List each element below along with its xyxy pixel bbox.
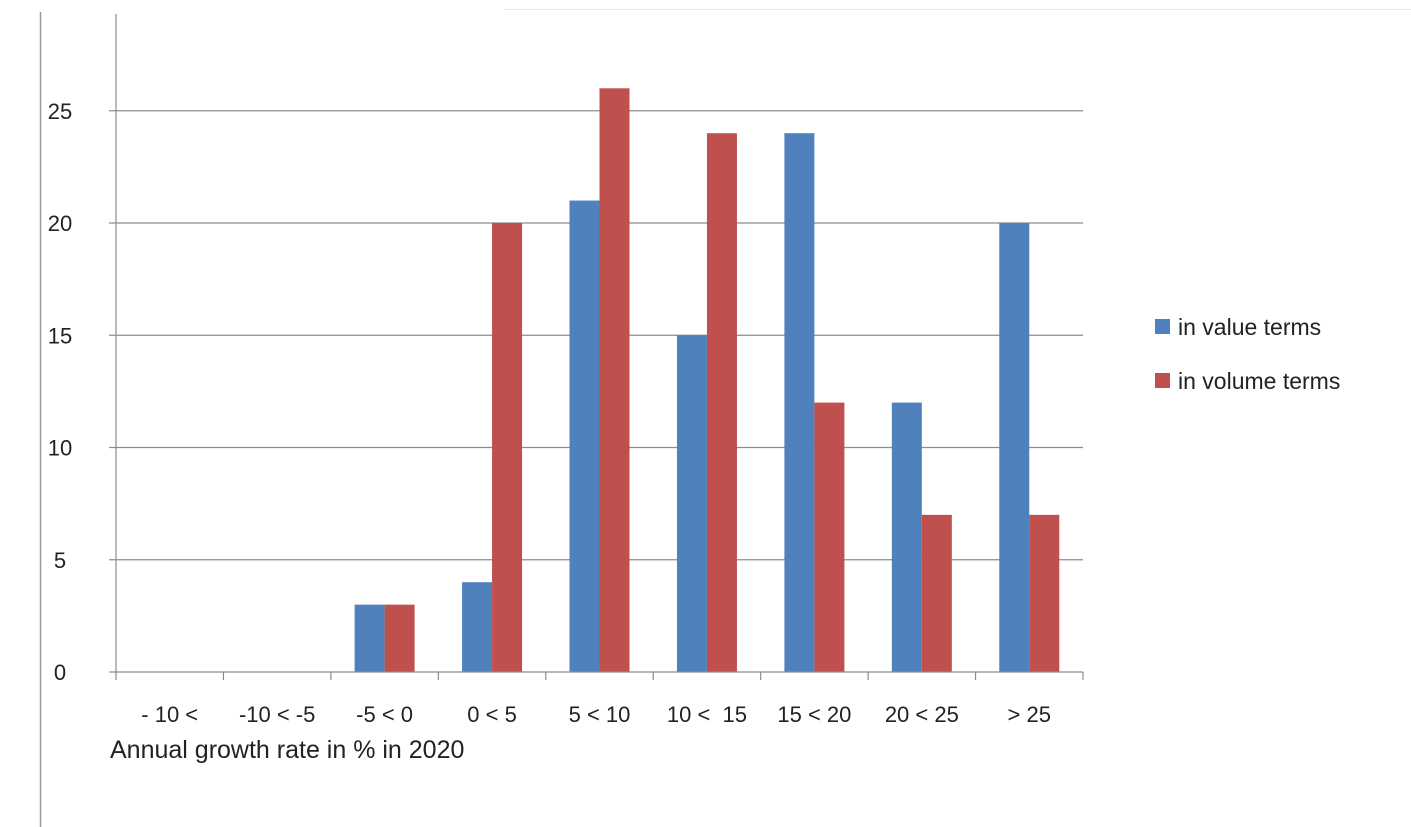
- bar-volume-2: [384, 604, 415, 672]
- legend-label-volume: in volume terms: [1178, 368, 1340, 394]
- x-tick-label: -10 < -5: [239, 702, 315, 727]
- x-tick-label: > 25: [1008, 702, 1051, 727]
- legend-label-value: in value terms: [1178, 314, 1321, 340]
- bar-value-5: [676, 335, 707, 672]
- y-tick-label: 20: [48, 211, 72, 236]
- bar-volume-4: [599, 88, 630, 673]
- y-tick-label: 10: [48, 436, 72, 461]
- x-axis-title: Annual growth rate in % in 2020: [110, 736, 464, 764]
- bar-value-8: [999, 223, 1030, 672]
- y-tick-label: 5: [54, 548, 66, 573]
- y-tick-label: 25: [48, 99, 72, 124]
- legend-swatch-volume: [1155, 373, 1170, 388]
- bar-value-2: [354, 604, 385, 672]
- legend-swatch-value: [1155, 319, 1170, 334]
- x-tick-label: 0 < 5: [467, 702, 517, 727]
- bar-volume-6: [814, 402, 845, 672]
- bar-value-4: [569, 200, 600, 673]
- bar-value-3: [462, 582, 493, 672]
- bars: [354, 88, 1060, 673]
- y-tick-label: 0: [54, 660, 66, 685]
- x-tick-label: - 10 <: [141, 702, 198, 727]
- x-tick-label: -5 < 0: [356, 702, 413, 727]
- bar-volume-7: [921, 514, 952, 672]
- x-tick-label: 10 < 15: [667, 702, 747, 727]
- bar-value-6: [784, 133, 815, 672]
- bar-volume-8: [1029, 514, 1060, 672]
- y-tick-label: 15: [48, 323, 72, 348]
- bar-volume-5: [706, 133, 737, 672]
- bar-volume-3: [492, 223, 523, 672]
- bar-value-7: [891, 402, 922, 672]
- x-tick-label: 20 < 25: [885, 702, 959, 727]
- x-tick-label: 5 < 10: [569, 702, 631, 727]
- x-tick-label: 15 < 20: [777, 702, 851, 727]
- legend: in value terms in volume terms: [1155, 314, 1340, 394]
- axes: 0 5 10 15 20 25 - 10 < -10 < -5 -5 < 0 0 < 5 5 < 1…: [48, 14, 1084, 727]
